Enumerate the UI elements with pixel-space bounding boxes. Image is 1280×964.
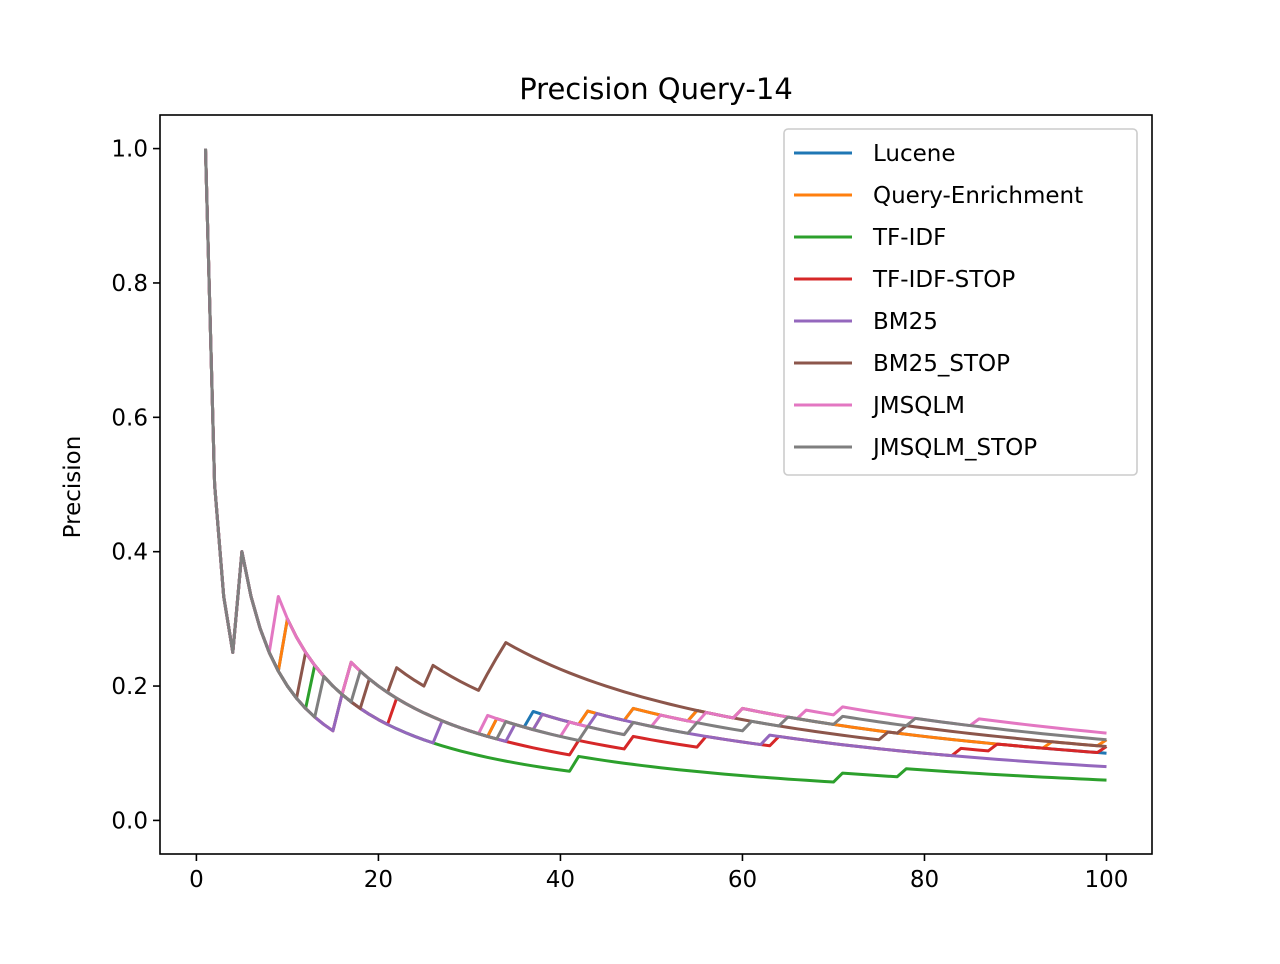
x-axis: 0 20 40 60 80 100: [189, 854, 1128, 893]
y-tick-label: 0.4: [111, 540, 148, 566]
plot-lines: [204, 148, 1108, 784]
legend-label-4: BM25: [873, 309, 938, 335]
series-line-7: [204, 148, 1107, 742]
x-tick-label: 0: [189, 867, 204, 893]
y-tick-label: 0.2: [111, 674, 148, 700]
legend-label-2: TF-IDF: [872, 225, 946, 251]
x-tick-label: 100: [1085, 867, 1129, 893]
y-tick-label: 0.0: [111, 808, 148, 834]
plot-area-frame: [159, 114, 1153, 855]
x-tick-label: 20: [364, 867, 393, 893]
legend-box: [783, 128, 1138, 476]
y-tick-label: 0.8: [111, 271, 148, 297]
series-line-5: [204, 148, 1107, 749]
legend-label-1: Query-Enrichment: [873, 183, 1083, 209]
x-tick-label: 40: [546, 867, 575, 893]
chart-title: Precision Query-14: [519, 72, 793, 106]
y-axis-label: Precision: [60, 436, 86, 539]
legend-label-7: JMSQLM_STOP: [871, 435, 1037, 461]
x-tick-label: 60: [728, 867, 757, 893]
y-axis: 0.0 0.2 0.4 0.6 0.8 1.0: [111, 137, 160, 834]
legend-label-6: JMSQLM: [871, 393, 965, 419]
y-tick-label: 0.6: [111, 405, 148, 431]
legend-label-0: Lucene: [873, 141, 956, 167]
y-tick-label: 1.0: [111, 137, 148, 163]
x-tick-label: 80: [910, 867, 939, 893]
legend: Lucene Query-Enrichment TF-IDF TF-IDF-STOP B…: [783, 128, 1138, 476]
legend-label-3: TF-IDF-STOP: [872, 267, 1015, 293]
legend-label-5: BM25_STOP: [873, 351, 1010, 377]
